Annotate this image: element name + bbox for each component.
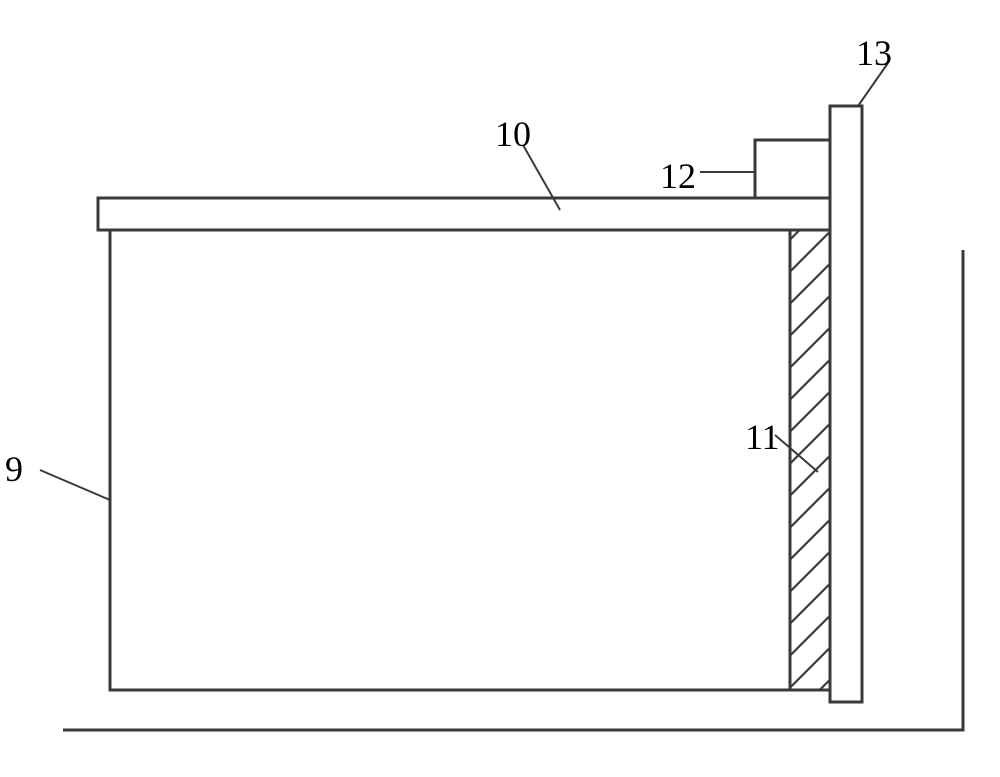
- label-12: 12: [660, 155, 696, 197]
- label-13: 13: [856, 32, 892, 74]
- diagram-container: 9 10 11 12 13: [0, 0, 1000, 777]
- label-10: 10: [495, 113, 531, 155]
- label-11: 11: [745, 416, 780, 458]
- label-9: 9: [5, 448, 23, 490]
